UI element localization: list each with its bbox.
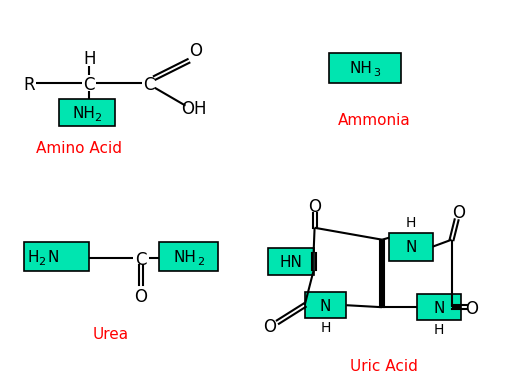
- Text: Uric Acid: Uric Acid: [350, 359, 418, 374]
- Text: O: O: [308, 198, 321, 216]
- Text: H: H: [433, 323, 444, 337]
- Text: C: C: [143, 76, 154, 94]
- FancyBboxPatch shape: [417, 294, 461, 320]
- Text: H: H: [83, 50, 95, 68]
- Text: H: H: [320, 321, 331, 335]
- Text: 2: 2: [94, 113, 102, 122]
- Text: O: O: [189, 42, 202, 60]
- FancyBboxPatch shape: [59, 99, 115, 127]
- Text: H: H: [28, 250, 39, 265]
- Text: Amino Acid: Amino Acid: [36, 141, 122, 156]
- Text: O: O: [465, 300, 478, 318]
- Text: O: O: [452, 204, 465, 222]
- Text: 2: 2: [197, 256, 204, 267]
- Text: Urea: Urea: [93, 326, 129, 341]
- Text: N: N: [433, 301, 444, 316]
- FancyBboxPatch shape: [24, 242, 89, 271]
- FancyBboxPatch shape: [268, 248, 314, 275]
- Text: N: N: [48, 250, 59, 265]
- Text: HN: HN: [279, 255, 302, 270]
- Text: Ammonia: Ammonia: [338, 113, 411, 128]
- Text: N: N: [405, 240, 416, 255]
- Text: NH: NH: [73, 106, 95, 121]
- Text: R: R: [24, 76, 35, 94]
- FancyBboxPatch shape: [330, 53, 401, 83]
- Text: 2: 2: [38, 256, 45, 267]
- FancyBboxPatch shape: [389, 233, 433, 260]
- Text: N: N: [320, 299, 331, 314]
- Text: 3: 3: [374, 68, 381, 78]
- Text: NH: NH: [350, 61, 373, 76]
- Text: C: C: [84, 76, 95, 94]
- Text: C: C: [135, 251, 147, 269]
- Text: O: O: [134, 288, 148, 306]
- Text: O: O: [263, 318, 277, 336]
- Text: H: H: [406, 216, 416, 230]
- FancyBboxPatch shape: [304, 292, 346, 318]
- FancyBboxPatch shape: [159, 242, 218, 271]
- Text: NH: NH: [173, 250, 196, 265]
- Text: OH: OH: [181, 100, 206, 118]
